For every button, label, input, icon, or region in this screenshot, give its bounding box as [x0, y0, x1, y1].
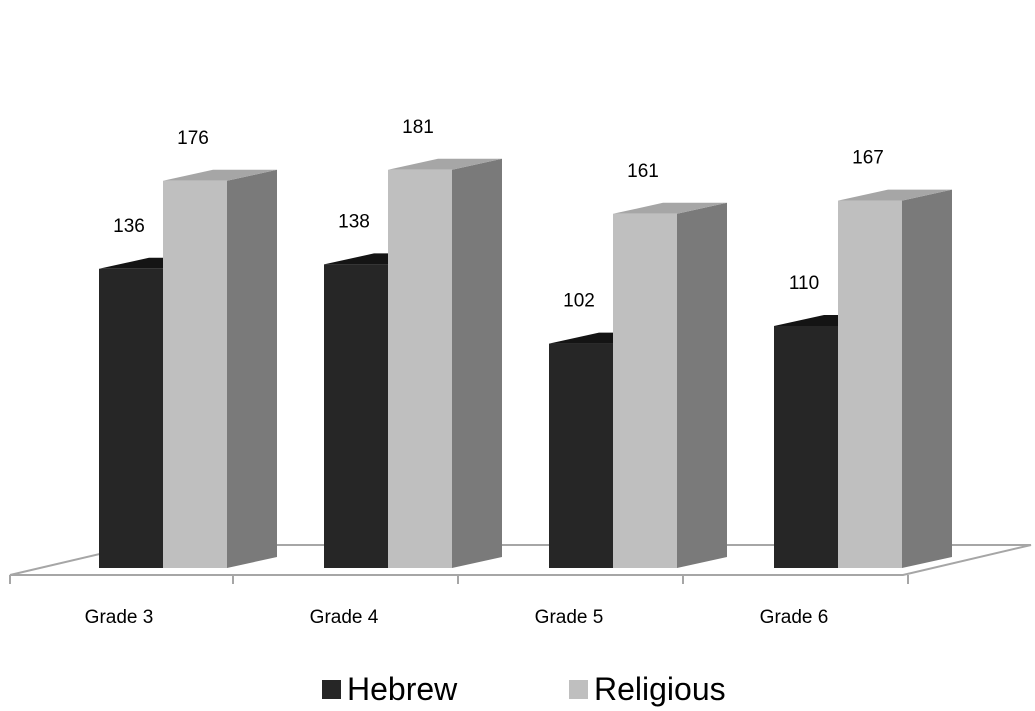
bar-front-face: [163, 180, 227, 569]
x-tick-label-grade-5: Grade 5: [535, 607, 604, 628]
bar-front-face: [613, 213, 677, 569]
bar-religious-grade-5: [613, 202, 727, 569]
legend-item-religious: Religious: [569, 671, 726, 707]
data-label-hebrew-grade-5: 102: [563, 291, 595, 312]
bar-top-face: [613, 202, 727, 214]
x-axis: Grade 3 Grade 4 Grade 5 Grade 6: [9, 574, 909, 628]
x-tick-label-grade-3: Grade 3: [85, 607, 154, 628]
bar-front-face: [324, 264, 388, 568]
data-label-hebrew-grade-6: 110: [789, 273, 819, 294]
bar-religious-grade-4: [388, 158, 502, 569]
legend-label: Hebrew: [347, 671, 458, 707]
legend-item-hebrew: Hebrew: [322, 671, 458, 707]
data-label-religious-grade-6: 167: [852, 148, 884, 169]
legend-swatch: [569, 680, 588, 699]
legend: Hebrew Religious: [322, 671, 726, 707]
bar-side-face: [227, 169, 277, 569]
legend-label: Religious: [594, 671, 726, 707]
x-tick-label-grade-6: Grade 6: [760, 607, 829, 628]
bar-side-face: [677, 202, 727, 569]
bar-front-face: [838, 200, 902, 568]
data-label-religious-grade-5: 161: [627, 161, 659, 182]
data-label-hebrew-grade-3: 136: [113, 216, 145, 237]
bar-top-face: [388, 158, 502, 170]
bar-side-face: [902, 189, 952, 568]
bar-front-face: [774, 326, 838, 568]
bar-top-face: [163, 169, 277, 181]
bar-religious-grade-3: [163, 169, 277, 569]
data-labels-group: 136 176 138 181 102 161 110 167: [113, 117, 884, 312]
bar-front-face: [99, 268, 163, 568]
bar-top-face: [838, 189, 952, 201]
x-tick-label-grade-4: Grade 4: [310, 607, 379, 628]
bar-religious-grade-6: [838, 189, 952, 568]
bars-group: [99, 158, 952, 569]
legend-swatch: [322, 680, 341, 699]
bar-front-face: [549, 343, 613, 568]
data-label-religious-grade-4: 181: [402, 117, 434, 138]
bar-front-face: [388, 169, 452, 569]
data-label-religious-grade-3: 176: [177, 128, 209, 149]
bar-side-face: [452, 158, 502, 569]
data-label-hebrew-grade-4: 138: [338, 211, 370, 232]
